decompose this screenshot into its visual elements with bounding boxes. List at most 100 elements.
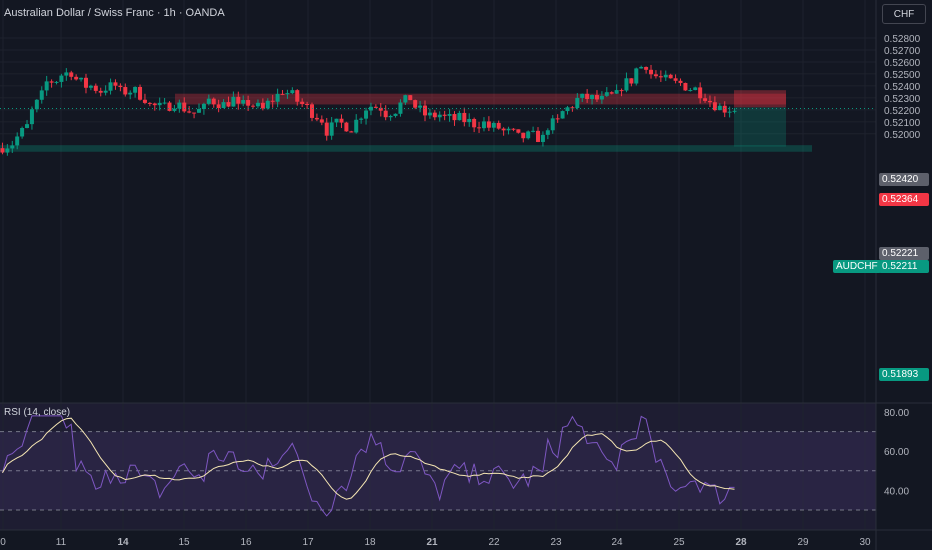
candle-body (162, 102, 167, 104)
currency-button[interactable]: CHF (882, 4, 926, 24)
candle (364, 107, 369, 125)
candle-body (275, 93, 280, 102)
candle (196, 103, 201, 113)
candle (678, 78, 683, 86)
time-axis-label: 28 (735, 537, 747, 548)
candle (644, 66, 649, 74)
candle (329, 116, 334, 140)
candle (432, 110, 437, 121)
candle (481, 117, 486, 132)
candle (162, 98, 167, 105)
candle (118, 83, 123, 92)
candle-body (668, 74, 673, 79)
time-axis-label: 16 (240, 537, 252, 548)
candle (373, 104, 378, 109)
candle (49, 79, 54, 88)
candle-body (481, 121, 486, 129)
candle (69, 70, 74, 81)
candle-body (619, 90, 624, 92)
time-axis-label: 25 (673, 537, 685, 548)
candle (128, 90, 133, 100)
candle (619, 88, 624, 97)
candle (167, 101, 172, 112)
candle-body (290, 90, 295, 94)
candle-body (280, 93, 285, 95)
candle (663, 70, 668, 81)
candle-body (703, 98, 708, 101)
candle-body (93, 85, 98, 91)
candle (108, 78, 113, 95)
candle (413, 99, 418, 110)
candle (634, 67, 639, 86)
candle-body (300, 101, 305, 105)
candle-body (364, 110, 369, 119)
time-axis-label: 29 (797, 537, 809, 548)
candle-body (314, 117, 319, 120)
candle (34, 99, 39, 113)
candle-body (432, 112, 437, 118)
candle (236, 91, 241, 110)
candle (599, 91, 604, 104)
time-axis-label: 21 (426, 537, 438, 548)
candle-body (452, 114, 457, 121)
candle (182, 97, 187, 113)
candle (5, 144, 10, 156)
candle-body (0, 148, 5, 153)
candle-body (206, 98, 211, 104)
candle-body (216, 104, 221, 109)
candle-body (5, 148, 10, 153)
candle (712, 96, 717, 112)
candle-body (118, 85, 123, 88)
candle-body (712, 102, 717, 111)
candle-body (152, 103, 157, 106)
candle-body (211, 98, 216, 105)
candle (722, 101, 727, 118)
candle (280, 90, 285, 96)
candle (609, 91, 614, 95)
candle (594, 90, 599, 103)
candle (388, 114, 393, 121)
support-zone (0, 145, 812, 152)
candle (717, 103, 722, 111)
candle (83, 73, 88, 94)
position-target-area (734, 107, 786, 147)
candle (113, 79, 118, 90)
candle (658, 70, 663, 82)
candle-body (624, 78, 629, 91)
candle-body (590, 95, 595, 99)
candle (265, 98, 270, 110)
candle-body (437, 114, 442, 118)
candle (216, 99, 221, 113)
candle-body (192, 112, 197, 114)
rsi-band-fill (0, 431, 876, 510)
time-axis-label: 22 (488, 537, 500, 548)
candle-body (182, 102, 187, 112)
candle-body (172, 108, 177, 111)
candle (418, 100, 423, 113)
candle-body (44, 81, 49, 91)
candle-body (457, 112, 462, 121)
candle (152, 102, 157, 111)
candle-body (486, 121, 491, 128)
candle (427, 108, 432, 119)
candle-body (462, 112, 467, 123)
position-stop-area (734, 90, 786, 108)
candle-body (142, 99, 147, 103)
candle (206, 94, 211, 106)
candle-body (319, 119, 324, 123)
candle (251, 104, 256, 109)
price-axis-label: 0.52400 (884, 82, 921, 93)
candle (300, 98, 305, 108)
candle-body (138, 86, 143, 100)
time-axis-label: 11 (56, 537, 67, 548)
candle-body (64, 72, 69, 76)
candle-body (388, 115, 393, 118)
candle (98, 87, 103, 97)
candle (501, 127, 506, 136)
candle (668, 73, 673, 79)
candle (221, 99, 226, 109)
candle-body (113, 82, 118, 86)
price-axis-label: 0.52300 (884, 94, 921, 105)
candle (614, 84, 619, 94)
